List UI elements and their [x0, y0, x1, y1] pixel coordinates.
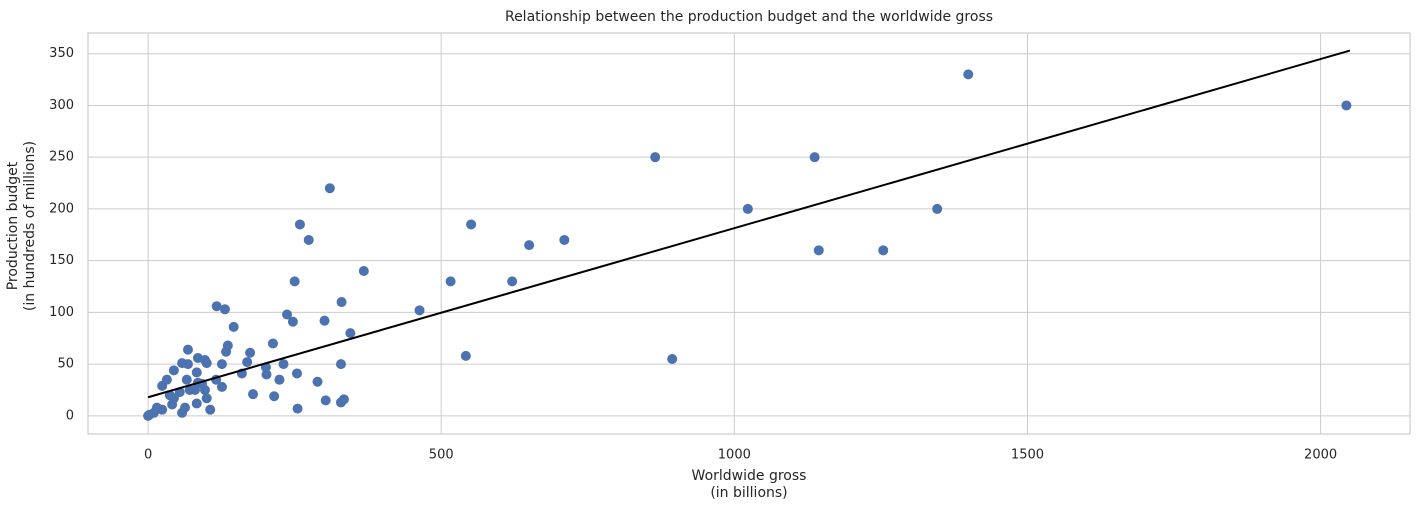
x-tick-label: 2000	[1304, 448, 1337, 463]
point	[221, 346, 232, 357]
x-axis-label: (in billions)	[710, 485, 787, 501]
point	[445, 276, 456, 287]
point	[205, 404, 216, 415]
point	[338, 394, 349, 405]
point	[963, 69, 974, 80]
x-tick-label: 1000	[718, 448, 751, 463]
y-tick-label: 50	[57, 357, 74, 372]
point	[650, 152, 661, 163]
point	[261, 369, 272, 380]
point	[466, 219, 477, 230]
point	[507, 276, 518, 287]
plot-frame	[87, 32, 1411, 435]
x-tick-label: 0	[144, 448, 152, 463]
point	[191, 367, 202, 378]
y-axis-label: Production budget	[5, 161, 21, 290]
point	[228, 321, 239, 332]
chart-title: Relationship between the production budg…	[505, 9, 993, 25]
point	[219, 304, 230, 315]
point	[336, 297, 347, 308]
point	[312, 376, 323, 387]
y-tick-label: 0	[66, 408, 74, 423]
point	[358, 266, 369, 277]
point	[287, 316, 298, 327]
y-tick-label: 150	[49, 253, 74, 268]
point	[559, 234, 570, 245]
point	[324, 183, 335, 194]
point	[216, 381, 227, 392]
y-tick-label: 350	[49, 46, 74, 61]
point	[211, 301, 222, 312]
point	[460, 350, 471, 361]
point	[157, 380, 168, 391]
point	[932, 203, 943, 214]
point	[294, 219, 305, 230]
y-tick-label: 250	[49, 150, 74, 165]
point	[335, 359, 346, 370]
y-axis-label: (in hundreds of millions)	[22, 141, 38, 311]
point	[813, 245, 824, 256]
point	[289, 276, 300, 287]
point	[1341, 100, 1352, 111]
point	[414, 305, 425, 316]
point	[199, 385, 210, 396]
point	[282, 309, 293, 320]
point	[167, 399, 178, 410]
point	[878, 245, 889, 256]
point	[216, 359, 227, 370]
point	[157, 404, 168, 415]
x-tick-label: 500	[429, 448, 454, 463]
point	[742, 203, 753, 214]
point	[345, 328, 356, 339]
point	[274, 374, 285, 385]
y-tick-label: 100	[49, 305, 74, 320]
point	[182, 344, 193, 355]
point	[168, 365, 179, 376]
point	[245, 347, 256, 358]
point	[248, 389, 259, 400]
point	[267, 338, 278, 349]
point	[303, 234, 314, 245]
point	[181, 374, 192, 385]
point	[177, 407, 188, 418]
y-tick-label: 300	[49, 98, 74, 113]
point	[320, 395, 331, 406]
point	[278, 359, 289, 370]
point	[191, 398, 202, 409]
point	[177, 358, 188, 369]
x-axis-label: Worldwide gross	[692, 468, 807, 484]
point	[269, 391, 280, 402]
point	[667, 353, 678, 364]
point	[143, 410, 154, 421]
point	[319, 315, 330, 326]
point	[201, 358, 212, 369]
point	[809, 152, 820, 163]
fit-line	[147, 49, 1351, 399]
point	[189, 385, 200, 396]
point	[292, 403, 303, 414]
point	[524, 240, 535, 251]
y-tick-label: 200	[49, 201, 74, 216]
point	[242, 357, 253, 368]
point	[291, 368, 302, 379]
x-tick-label: 1500	[1011, 448, 1044, 463]
point	[201, 393, 212, 404]
